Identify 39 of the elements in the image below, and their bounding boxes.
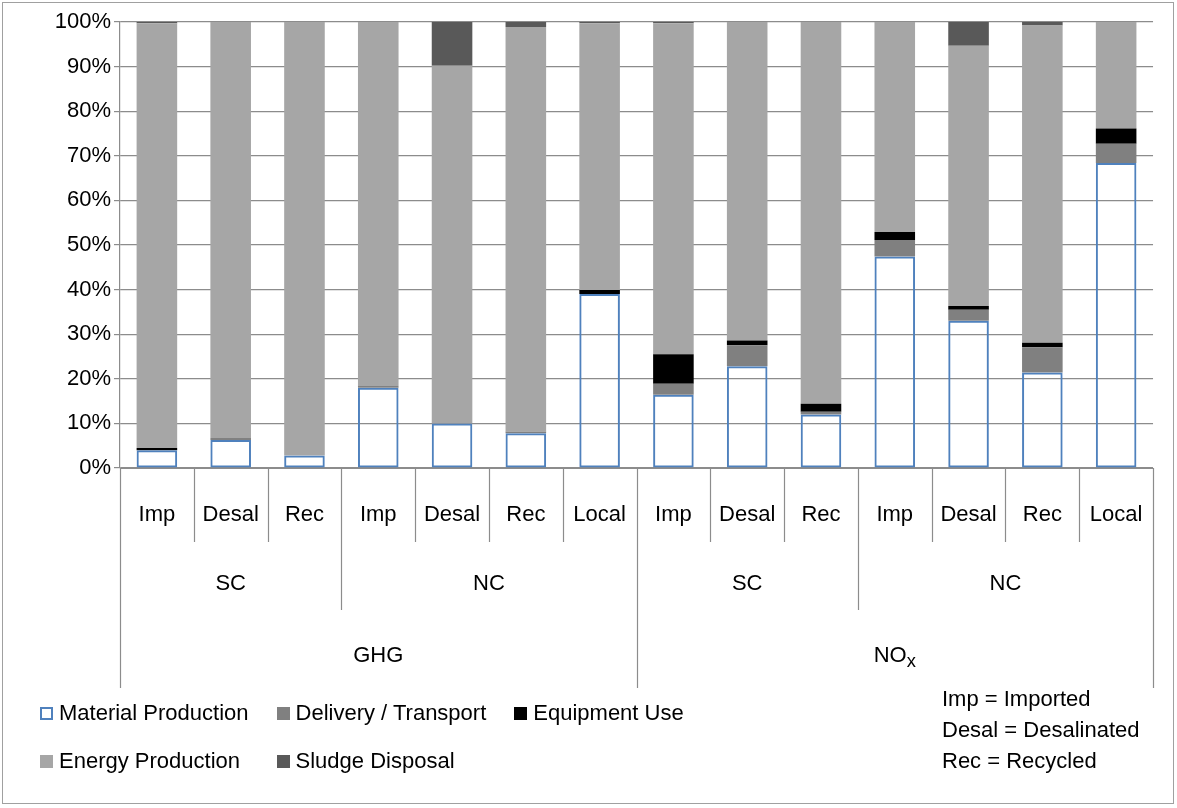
x-tick-label: Rec <box>284 501 325 527</box>
text: NC <box>989 570 1022 596</box>
text: Desal = Desalinated <box>942 716 1140 744</box>
y-tick-label: 90% <box>66 52 111 78</box>
x-tick-label: Imp <box>138 501 176 527</box>
legend-label: Equipment Use <box>533 700 684 726</box>
x-tick-label: Imp <box>359 501 397 527</box>
text: Rec = Recycled <box>942 747 1098 775</box>
text: GHG <box>353 642 404 668</box>
x-tick-label: Local <box>1089 501 1143 527</box>
y-tick-label: 60% <box>66 186 111 212</box>
y-tick-label: 100% <box>54 8 111 34</box>
x-tick-label: Imp <box>655 501 692 527</box>
text: NC <box>473 570 505 596</box>
x-tick-label: Desal <box>202 501 259 527</box>
legend-label: Energy Production <box>59 748 240 774</box>
legend-label: Delivery / Transport <box>295 700 487 726</box>
y-tick-label: 40% <box>66 275 111 301</box>
text: SC <box>731 570 763 596</box>
legend-label: Material Production <box>59 700 249 726</box>
y-tick-label: 20% <box>66 364 111 390</box>
text: SC <box>215 570 246 596</box>
legend-label: Sludge Disposal <box>295 748 455 774</box>
x-tick-label: Rec <box>1022 501 1062 527</box>
y-tick-label: 70% <box>66 141 111 167</box>
x-tick-label: Local <box>573 501 626 527</box>
y-tick-label: 50% <box>66 231 111 257</box>
x-tick-label: Desal <box>940 501 997 527</box>
x-tick-label: Rec <box>801 501 841 527</box>
text: Imp = Imported <box>942 685 1092 713</box>
y-tick-label: 80% <box>66 97 111 123</box>
x-tick-label: Rec <box>506 501 546 527</box>
text: NO$_{x}$ <box>873 642 916 673</box>
x-tick-label: Desal <box>719 501 776 527</box>
x-tick-label: Imp <box>876 501 914 527</box>
y-tick-label: 30% <box>66 320 111 346</box>
y-tick-label: 0% <box>79 454 111 480</box>
y-tick-label: 10% <box>66 409 111 435</box>
x-tick-label: Desal <box>423 501 481 527</box>
